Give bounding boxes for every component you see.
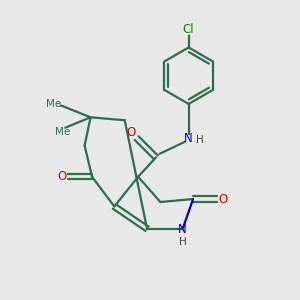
Text: N: N xyxy=(178,223,187,236)
Text: H: H xyxy=(179,237,187,247)
Text: O: O xyxy=(57,170,66,183)
Text: O: O xyxy=(126,126,135,139)
Text: Cl: Cl xyxy=(183,23,194,36)
Text: O: O xyxy=(219,193,228,206)
Text: Me: Me xyxy=(55,127,70,137)
Text: N: N xyxy=(184,132,193,145)
Text: H: H xyxy=(196,136,204,146)
Text: Me: Me xyxy=(46,99,61,109)
